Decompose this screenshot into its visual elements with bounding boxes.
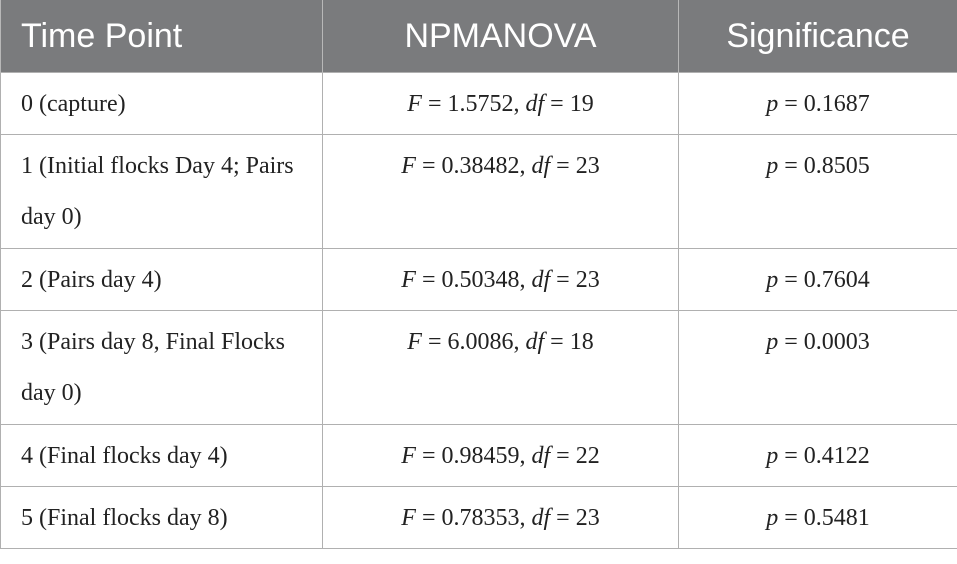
significance-cell: p = 0.4122 [678,424,957,487]
npmanova-cell: F = 6.0086, df = 18 [322,310,679,425]
header-row: Time Point NPMANOVA Significance [0,0,957,73]
table-row: 4 (Final flocks day 4) F = 0.98459, df =… [0,424,957,487]
table-header: Time Point NPMANOVA Significance [0,0,957,73]
significance-cell: p = 0.8505 [678,134,957,249]
time-point-cell: 0 (capture) [0,72,323,135]
table-body: 0 (capture) F = 1.5752, df = 19 p = 0.16… [0,72,957,549]
table-row: 0 (capture) F = 1.5752, df = 19 p = 0.16… [0,72,957,135]
significance-cell: p = 0.1687 [678,72,957,135]
table-row: 3 (Pairs day 8, Final Flocks day 0) F = … [0,310,957,425]
npmanova-cell: F = 0.98459, df = 22 [322,424,679,487]
time-point-cell: 3 (Pairs day 8, Final Flocks day 0) [0,310,323,425]
time-point-cell: 2 (Pairs day 4) [0,248,323,311]
npmanova-cell: F = 0.50348, df = 23 [322,248,679,311]
table-row: 5 (Final flocks day 8) F = 0.78353, df =… [0,486,957,549]
header-time-point: Time Point [0,0,323,73]
significance-cell: p = 0.7604 [678,248,957,311]
significance-cell: p = 0.0003 [678,310,957,425]
table-row: 2 (Pairs day 4) F = 0.50348, df = 23 p =… [0,248,957,311]
table-row: 1 (Initial flocks Day 4; Pairs day 0) F … [0,134,957,249]
time-point-cell: 4 (Final flocks day 4) [0,424,323,487]
header-npmanova: NPMANOVA [322,0,679,73]
time-point-cell: 1 (Initial flocks Day 4; Pairs day 0) [0,134,323,249]
npmanova-cell: F = 0.38482, df = 23 [322,134,679,249]
results-table: Time Point NPMANOVA Significance 0 (capt… [0,0,957,549]
npmanova-cell: F = 0.78353, df = 23 [322,486,679,549]
npmanova-cell: F = 1.5752, df = 19 [322,72,679,135]
header-significance: Significance [678,0,957,73]
significance-cell: p = 0.5481 [678,486,957,549]
time-point-cell: 5 (Final flocks day 8) [0,486,323,549]
